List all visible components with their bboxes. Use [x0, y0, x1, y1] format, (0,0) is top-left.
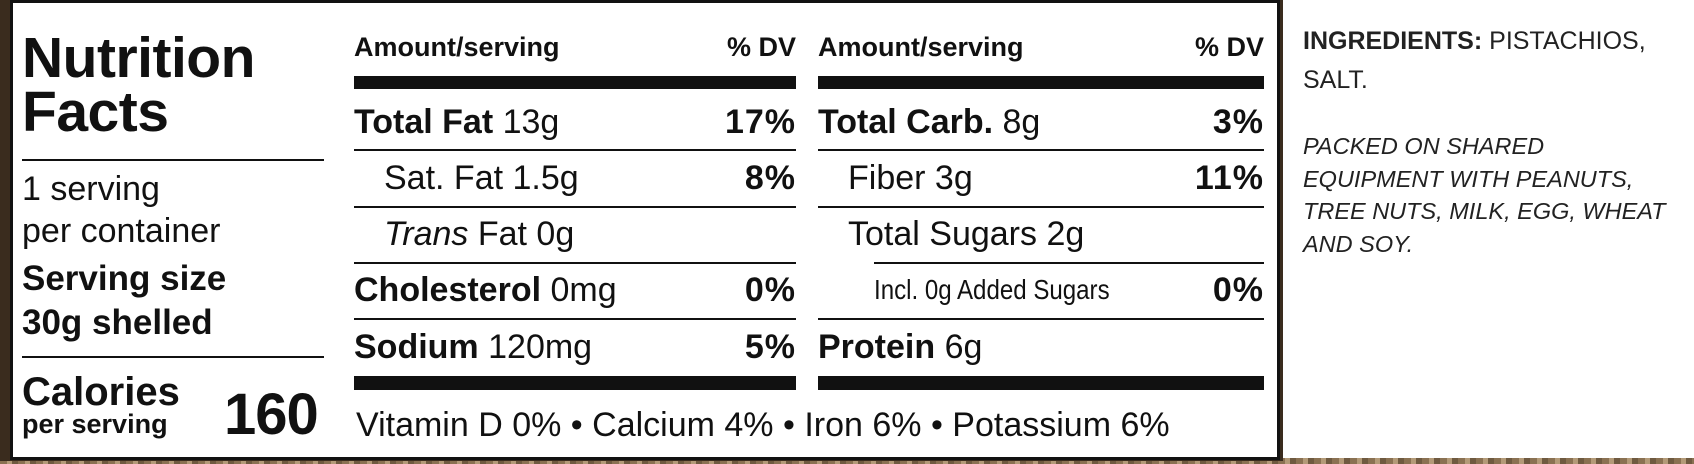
thick-rule — [818, 376, 1264, 390]
title: Nutrition — [22, 26, 255, 90]
nutrient-row: Total Fat 13g — [354, 105, 559, 139]
nutrient-amount: 0g — [536, 215, 575, 253]
nutrient-name: Total Carb. — [818, 103, 994, 141]
ingredients-label: INGREDIENTS: — [1303, 27, 1483, 55]
nutrient-amount: 120mg — [488, 328, 593, 366]
nutrient-row: Trans Fat 0g — [384, 217, 574, 251]
nutrient-row: Total Carb. 8g — [818, 105, 1040, 139]
vitamins: Vitamin D 0% • Calcium 4% • Iron 6% • Po… — [356, 406, 1170, 444]
rule — [354, 318, 796, 320]
rule — [874, 262, 1264, 264]
nutrient-name: Fiber — [848, 159, 926, 197]
nutrient-amount: 2g — [1046, 215, 1085, 253]
background-strip — [0, 458, 1694, 464]
rule — [354, 149, 796, 151]
rule — [354, 262, 796, 264]
nutrition-label: Nutrition Facts 1 serving per container Serv… — [10, 0, 1280, 460]
nutrient-amount: 6g — [944, 328, 983, 366]
ingredients-text: PISTACHIOS, SALT. — [1303, 27, 1646, 94]
nutrient-row: Protein 6g — [818, 330, 982, 364]
thick-rule — [354, 376, 796, 390]
rule — [22, 159, 324, 161]
nutrient-prefix: Trans — [384, 215, 469, 253]
header-dv: % DV — [1194, 32, 1264, 62]
nutrient-amount: 0mg — [550, 271, 617, 309]
ingredients: INGREDIENTS: PISTACHIOS, SALT. — [1303, 22, 1678, 100]
calories-label: Calories — [22, 370, 180, 414]
nutrient-name: Sat. Fat — [384, 159, 504, 197]
servings: per container — [22, 212, 221, 250]
nutrient-name: Fat — [477, 215, 527, 253]
nutrient-amount: 3g — [934, 159, 973, 197]
header-amount: Amount/serving — [818, 32, 1024, 62]
nutrient-name: Sodium — [354, 328, 479, 366]
thick-rule — [818, 76, 1264, 89]
daily-value: 5% — [744, 328, 796, 366]
title: Facts — [22, 80, 169, 144]
nutrient-row: Fiber 3g — [848, 161, 973, 195]
header-amount: Amount/serving — [354, 32, 560, 62]
serving-size: 30g shelled — [22, 303, 213, 342]
rule — [354, 206, 796, 208]
nutrient-name: Cholesterol — [354, 271, 542, 309]
daily-value: 3% — [1212, 103, 1264, 141]
calories-value: 160 — [224, 382, 319, 447]
thick-rule — [354, 76, 796, 89]
nutrient-amount: 8g — [1002, 103, 1041, 141]
nutrient-name: Incl. 0g Added Sugars — [874, 274, 1110, 305]
nutrient-row: Cholesterol 0mg — [354, 273, 617, 307]
nutrient-row: Total Sugars 2g — [848, 217, 1084, 251]
rule — [22, 356, 324, 358]
nutrient-name: Total Fat — [354, 103, 494, 141]
daily-value: 8% — [744, 159, 796, 197]
header-dv: % DV — [726, 32, 796, 62]
nutrient-amount: 1.5g — [512, 159, 579, 197]
nutrient-row: Incl. 0g Added Sugars — [874, 276, 1110, 304]
nutrient-row: Sat. Fat 1.5g — [384, 161, 579, 195]
daily-value: 17% — [724, 103, 796, 141]
servings: 1 serving — [22, 170, 160, 208]
nutrient-name: Protein — [818, 328, 936, 366]
nutrient-name: Total Sugars — [848, 215, 1037, 253]
allergen-statement: PACKED ON SHARED EQUIPMENT WITH PEANUTS,… — [1303, 133, 1666, 257]
nutrient-row: Sodium 120mg — [354, 330, 592, 364]
rule — [818, 206, 1264, 208]
daily-value: 0% — [1212, 271, 1264, 309]
daily-value: 11% — [1194, 159, 1264, 197]
rule — [818, 318, 1264, 320]
calories-sub: per serving — [22, 409, 168, 439]
serving-size: Serving size — [22, 259, 227, 298]
daily-value: 0% — [744, 271, 796, 309]
nutrient-amount: 13g — [502, 103, 560, 141]
rule — [818, 149, 1264, 151]
